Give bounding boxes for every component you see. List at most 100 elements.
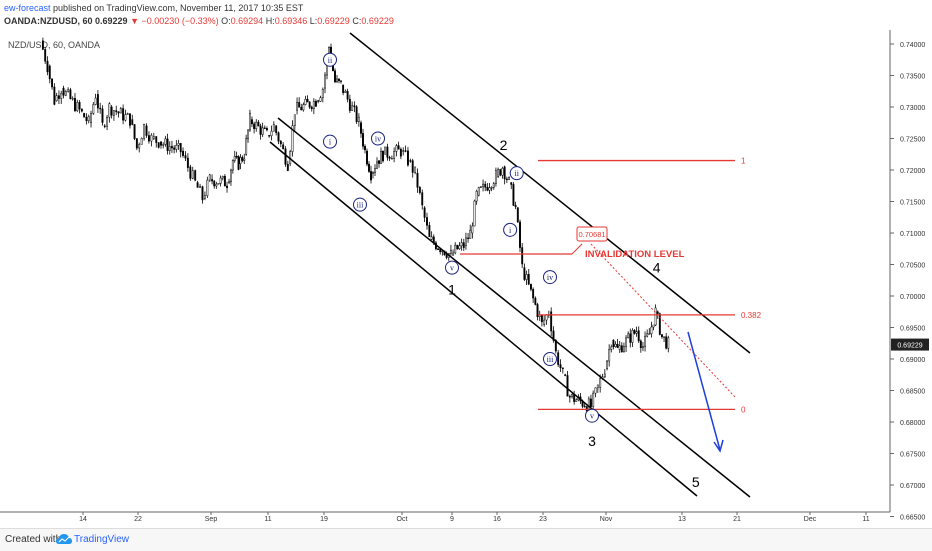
- candle-body: [62, 87, 65, 96]
- candle-body: [92, 104, 95, 114]
- price-tick-label: 0.72000: [900, 168, 925, 175]
- price-axis[interactable]: 0.74000 0.73500 0.73000 0.72500 0.72000 0.715…: [889, 30, 925, 522]
- date-tick-label: Nov: [600, 516, 613, 523]
- author-link[interactable]: ew-forecast: [4, 3, 51, 13]
- wave-circle: [585, 408, 599, 423]
- date-tick-label: 23: [539, 516, 547, 523]
- candle-body: [462, 242, 465, 248]
- candle-body: [106, 116, 109, 127]
- wave-minor-label: ii: [328, 56, 333, 65]
- candle-body: [378, 160, 380, 164]
- candle-body: [499, 169, 502, 176]
- candle-body: [382, 150, 384, 162]
- candle-body: [74, 98, 76, 111]
- candle-body: [71, 98, 74, 100]
- open-value: 0.69294: [230, 16, 264, 26]
- symbol-label: OANDA:NZDUSD, 60: [4, 16, 93, 26]
- candle-body: [110, 106, 113, 116]
- candle-body: [215, 183, 218, 187]
- ohlc-line: OANDA:NZDUSD, 60 0.69229 ▼ −0.00230 (−0.…: [4, 16, 394, 26]
- candles-layer: [41, 37, 670, 413]
- candle-body: [344, 91, 347, 93]
- candle-body: [83, 113, 86, 118]
- wave-circle: [543, 352, 557, 366]
- candle-body: [177, 143, 180, 146]
- candle-body: [423, 207, 426, 218]
- candle-body: [414, 166, 417, 173]
- candle-body: [631, 330, 634, 343]
- close-value: 0.69229: [361, 16, 394, 26]
- candle-body: [362, 133, 364, 147]
- candle-body: [221, 176, 224, 179]
- candle-body: [203, 195, 206, 199]
- candle-body: [477, 187, 480, 196]
- candle-body: [249, 112, 251, 131]
- high-value: 0.69346: [274, 16, 308, 26]
- candle-body: [372, 172, 374, 174]
- candle-body: [618, 345, 621, 350]
- candle-body: [514, 205, 517, 207]
- candle-body: [304, 98, 307, 105]
- wave-circle: [543, 270, 557, 285]
- candle-body: [78, 102, 81, 110]
- price-tick-label: 0.69500: [900, 326, 925, 333]
- candle-body: [384, 146, 387, 155]
- candle-body: [388, 157, 391, 159]
- candle-body: [306, 98, 309, 103]
- close-label: C:: [352, 16, 362, 26]
- candle-body: [184, 155, 187, 159]
- candle-body: [48, 65, 51, 80]
- invalidation-price-box: [576, 226, 608, 242]
- candle-body: [51, 78, 54, 88]
- wave-major-label: 2: [500, 137, 508, 153]
- date-tick-label: 22: [134, 516, 142, 523]
- footer-bar: Created with TradingView: [0, 528, 932, 551]
- candle-body: [182, 150, 184, 156]
- candle-body: [253, 123, 256, 130]
- candle-body: [482, 183, 485, 188]
- candle-body: [194, 170, 197, 181]
- candle-body: [263, 127, 266, 129]
- candle-body: [545, 314, 548, 321]
- candle-body: [437, 248, 440, 250]
- candle-body: [310, 106, 313, 109]
- candle-body: [516, 207, 519, 223]
- candle-body: [131, 119, 134, 125]
- candle-body: [340, 80, 342, 82]
- price-chart[interactable]: NZD/USD, 60, OANDA 1 0.382 0 0.70681 INVAL…: [0, 0, 932, 528]
- candle-body: [140, 138, 143, 145]
- candle-body: [44, 49, 47, 62]
- candle-body: [606, 360, 609, 369]
- candle-body: [96, 94, 99, 109]
- candle-body: [55, 95, 58, 101]
- candle-body: [479, 186, 482, 188]
- candle-body: [357, 116, 360, 123]
- wave-minor-label: i: [329, 138, 332, 147]
- candle-body: [353, 105, 356, 108]
- candle-body: [143, 123, 146, 139]
- candle-body: [364, 145, 366, 151]
- candle-body: [449, 250, 452, 254]
- tradingview-link[interactable]: TradingView: [74, 534, 130, 545]
- candle-body: [665, 336, 668, 349]
- candle-body: [616, 343, 619, 348]
- candle-body: [508, 177, 510, 180]
- candle-body: [117, 111, 120, 114]
- candle-body: [199, 186, 202, 188]
- channel-lines: [269, 32, 751, 498]
- price-tick-label: 0.67500: [900, 452, 925, 459]
- candle-body: [418, 187, 421, 193]
- candle-body: [334, 70, 336, 83]
- tradingview-cloud-icon[interactable]: [56, 532, 72, 546]
- candle-body: [512, 184, 515, 206]
- price-tick-label: 0.71000: [900, 231, 925, 238]
- candle-body: [469, 229, 472, 239]
- date-tick-label: 14: [79, 516, 87, 523]
- price-tick-label: 0.73000: [900, 105, 925, 112]
- candle-body: [366, 150, 368, 165]
- candle-body: [99, 107, 102, 110]
- candle-body: [308, 101, 311, 108]
- time-axis[interactable]: 14 22 Sep 11 19 Oct 9 16 23 Nov 13 21 Dec 11: [0, 511, 890, 523]
- candle-body: [261, 127, 264, 135]
- wave-circle: [445, 260, 459, 275]
